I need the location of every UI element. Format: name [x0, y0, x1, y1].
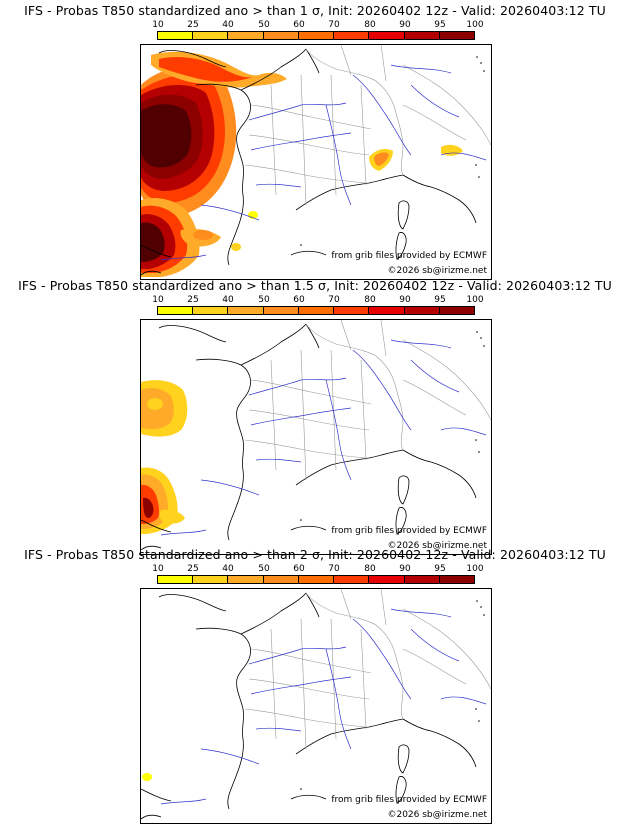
colorbar-label: 90: [399, 295, 411, 305]
colorbar-label: 40: [222, 564, 234, 574]
colorbar-cell: [298, 32, 335, 39]
colorbar-label: 95: [434, 564, 446, 574]
colorbar-labels: 10 25 40 50 60 70 80 90 95 100: [150, 295, 490, 307]
colorbar-cell: [263, 32, 299, 39]
colorbar-cell: [193, 307, 229, 314]
colorbar-cell: [439, 307, 474, 314]
colorbar-cell: [404, 32, 440, 39]
colorbar-cell: [158, 32, 194, 39]
colorbar-label: 50: [258, 564, 270, 574]
colorbar-cell: [263, 576, 299, 583]
colorbar-labels: 10 25 40 50 60 70 80 90 95 100: [150, 20, 490, 32]
colorbar-label: 100: [466, 295, 484, 305]
rivers: [160, 64, 487, 261]
probability-field: [142, 773, 152, 781]
colorbar-cell: [158, 576, 194, 583]
credit-copyright: ©2026 sb@irizme.net: [387, 810, 487, 820]
credit-source: from grib files provided by ECMWF: [331, 251, 487, 261]
colorbar-cell: [228, 32, 264, 39]
map-1-5sigma: from grib files provided by ECMWF ©2026 …: [140, 319, 492, 555]
rivers: [160, 339, 487, 536]
panel-title: IFS - Probas T850 standardized ano > tha…: [24, 547, 606, 562]
colorbar-cell: [334, 576, 370, 583]
colorbar: [157, 31, 475, 40]
island-dots: [300, 600, 485, 790]
colorbar-label: 60: [293, 20, 305, 30]
credit-copyright: ©2026 sb@irizme.net: [387, 266, 487, 276]
credit-source: from grib files provided by ECMWF: [331, 795, 487, 805]
colorbar-cell: [404, 576, 440, 583]
colorbar-label: 25: [187, 295, 199, 305]
colorbar: [157, 306, 475, 315]
colorbar-cell: [228, 307, 264, 314]
map-1sigma: from grib files provided by ECMWF ©2026 …: [140, 44, 492, 280]
map-canvas: [141, 589, 491, 820]
colorbar-label: 60: [293, 564, 305, 574]
colorbar-cell: [404, 307, 440, 314]
colorbar-cell: [369, 576, 405, 583]
credit-source: from grib files provided by ECMWF: [331, 526, 487, 536]
rivers: [160, 608, 487, 805]
colorbar-cell: [439, 576, 474, 583]
colorbar-label: 60: [293, 295, 305, 305]
colorbar: [157, 575, 475, 584]
colorbar-cell: [298, 307, 335, 314]
colorbar-cell: [334, 32, 370, 39]
map-canvas: [141, 45, 491, 277]
island-dots: [300, 56, 485, 246]
border-lines: [244, 45, 491, 206]
colorbar-cell: [228, 576, 264, 583]
colorbar-label: 90: [399, 564, 411, 574]
colorbar-cell: [334, 307, 370, 314]
colorbar-label: 40: [222, 20, 234, 30]
map-2sigma: from grib files provided by ECMWF ©2026 …: [140, 588, 492, 824]
colorbar-cell: [158, 307, 194, 314]
colorbar-label: 70: [328, 564, 340, 574]
colorbar-cell: [193, 32, 229, 39]
colorbar-label: 10: [152, 20, 164, 30]
colorbar-label: 50: [258, 295, 270, 305]
colorbar-label: 25: [187, 20, 199, 30]
colorbar-label: 70: [328, 295, 340, 305]
panel-2sigma: IFS - Probas T850 standardized ano > tha…: [0, 547, 630, 824]
colorbar-label: 80: [364, 295, 376, 305]
colorbar-label: 40: [222, 295, 234, 305]
panel-1sigma: IFS - Probas T850 standardized ano > tha…: [0, 3, 630, 280]
credit-copyright: ©2026 sb@irizme.net: [387, 541, 487, 551]
colorbar-label: 100: [466, 564, 484, 574]
panel-title: IFS - Probas T850 standardized ano > tha…: [18, 278, 612, 293]
colorbar-cell: [369, 32, 405, 39]
colorbar-cell: [369, 307, 405, 314]
colorbar-label: 100: [466, 20, 484, 30]
colorbar-cell: [439, 32, 474, 39]
panel-1-5sigma: IFS - Probas T850 standardized ano > tha…: [0, 278, 630, 555]
colorbar-cell: [193, 576, 229, 583]
colorbar-label: 95: [434, 295, 446, 305]
colorbar-label: 80: [364, 564, 376, 574]
colorbar-cell: [263, 307, 299, 314]
border-lines: [244, 589, 491, 750]
colorbar-label: 10: [152, 295, 164, 305]
island-dots: [300, 331, 485, 521]
colorbar-cell: [298, 576, 335, 583]
colorbar-label: 90: [399, 20, 411, 30]
colorbar-label: 25: [187, 564, 199, 574]
map-canvas: [141, 320, 491, 551]
colorbar-label: 70: [328, 20, 340, 30]
colorbar-label: 95: [434, 20, 446, 30]
coastlines: [141, 48, 477, 276]
colorbar-label: 50: [258, 20, 270, 30]
border-lines: [244, 320, 491, 481]
colorbar-label: 80: [364, 20, 376, 30]
colorbar-labels: 10 25 40 50 60 70 80 90 95 100: [150, 564, 490, 576]
probability-field: [141, 380, 188, 534]
colorbar-label: 10: [152, 564, 164, 574]
coastlines: [141, 592, 477, 820]
panel-title: IFS - Probas T850 standardized ano > tha…: [24, 3, 606, 18]
probability-field: [141, 51, 463, 277]
coastlines: [141, 323, 477, 551]
